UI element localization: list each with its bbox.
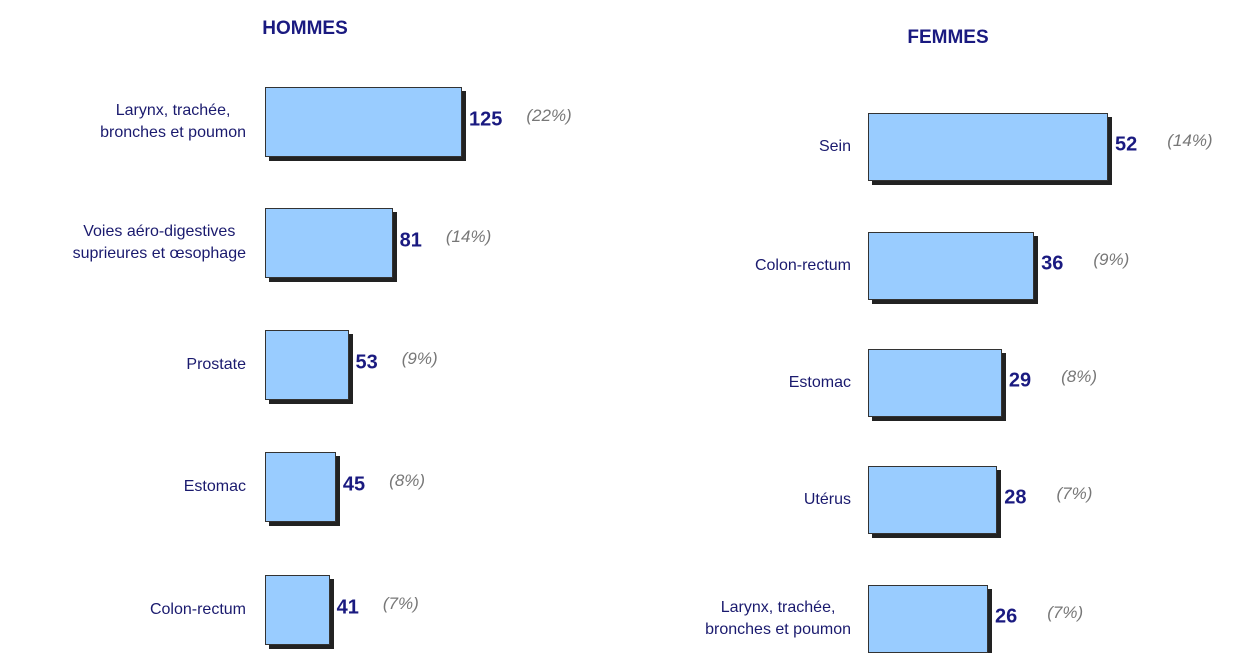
chart-title: HOMMES bbox=[262, 18, 348, 39]
category-label: Sein bbox=[818, 138, 851, 155]
bar bbox=[265, 452, 336, 522]
bar bbox=[868, 349, 1002, 417]
category-label: Voies aéro-digestives suprieures et œsop… bbox=[72, 223, 246, 262]
share-label: (9%) bbox=[401, 349, 438, 368]
value-label: 26 bbox=[995, 605, 1018, 628]
bar bbox=[868, 113, 1108, 181]
value-label: 36 bbox=[1041, 252, 1064, 275]
chart-title: FEMMES bbox=[907, 27, 989, 48]
share-label: (7%) bbox=[1047, 603, 1084, 622]
share-label: (14%) bbox=[445, 227, 492, 246]
share-label: (9%) bbox=[1093, 250, 1130, 269]
bar bbox=[265, 330, 349, 400]
bar bbox=[868, 585, 988, 653]
category-label: Larynx, trachée, bronches et poumon bbox=[705, 599, 851, 638]
value-label: 52 bbox=[1115, 133, 1138, 156]
bar bbox=[868, 466, 998, 534]
share-label: (14%) bbox=[1167, 131, 1213, 150]
bar bbox=[265, 208, 393, 278]
share-label: (8%) bbox=[389, 471, 426, 490]
share-label: (22%) bbox=[526, 106, 572, 125]
value-label: 41 bbox=[336, 596, 359, 619]
share-label: (7%) bbox=[382, 594, 419, 613]
category-label: Colon-rectum bbox=[149, 601, 246, 618]
category-label: Estomac bbox=[788, 374, 851, 391]
category-label: Larynx, trachée, bronches et poumon bbox=[100, 102, 246, 141]
value-label: 53 bbox=[355, 351, 378, 374]
category-label: Colon-rectum bbox=[754, 257, 851, 274]
share-label: (8%) bbox=[1061, 367, 1097, 386]
value-label: 28 bbox=[1004, 486, 1027, 509]
value-label: 45 bbox=[342, 473, 366, 496]
category-label: Utérus bbox=[803, 491, 851, 508]
category-label: Prostate bbox=[186, 356, 246, 373]
value-label: 125 bbox=[469, 108, 503, 131]
category-label: Estomac bbox=[183, 478, 246, 495]
bar bbox=[868, 232, 1035, 300]
bar bbox=[265, 87, 462, 157]
bar bbox=[265, 575, 330, 645]
value-label: 81 bbox=[399, 229, 422, 252]
share-label: (7%) bbox=[1056, 484, 1093, 503]
value-label: 29 bbox=[1008, 369, 1032, 392]
